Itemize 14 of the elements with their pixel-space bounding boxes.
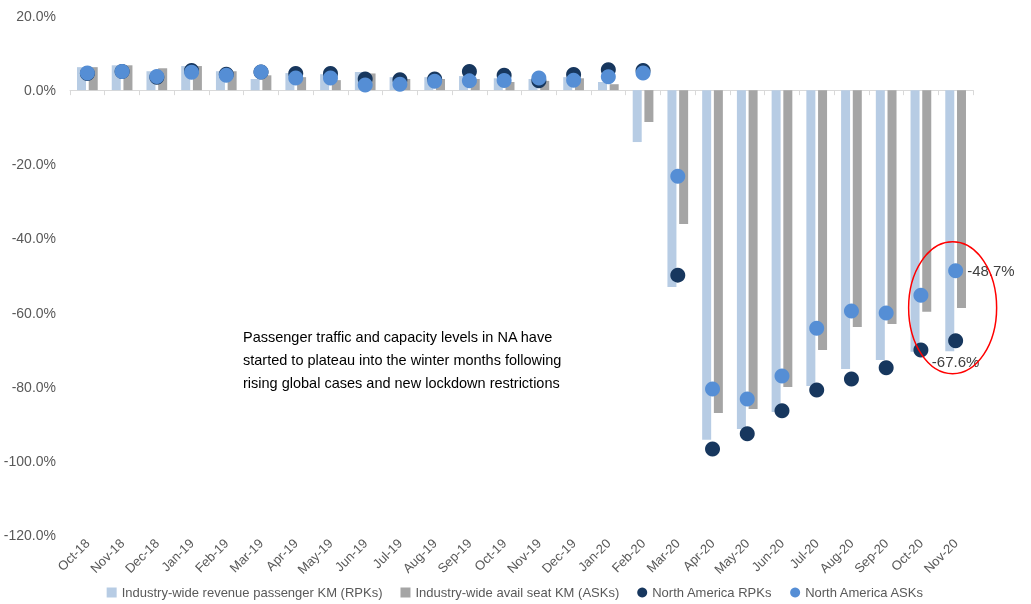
legend-label: North America RPKs [652, 585, 772, 600]
legend-label: Industry-wide avail seat KM (ASKs) [415, 585, 620, 600]
y-tick-label: -100.0% [3, 452, 56, 469]
y-tick-label: -20.0% [11, 156, 56, 173]
y-tick-label: -80.0% [11, 378, 56, 395]
legend-label: Industry-wide revenue passenger KM (RPKs) [121, 585, 383, 600]
y-tick-label: -40.0% [11, 230, 56, 247]
annotation: Passenger traffic and capacity levels in NA have started to plateau into the winter months following rising global cases and new lockdown restrictions [243, 328, 566, 391]
y-tick-label: -120.0% [3, 527, 56, 543]
y-tick-label: 0.0% [24, 82, 56, 99]
legend-label: North America ASKs [805, 585, 924, 600]
data-label: -67.6% [931, 353, 980, 371]
y-tick-label: 20.0% [16, 8, 56, 24]
y-tick-label: -60.0% [11, 304, 56, 321]
